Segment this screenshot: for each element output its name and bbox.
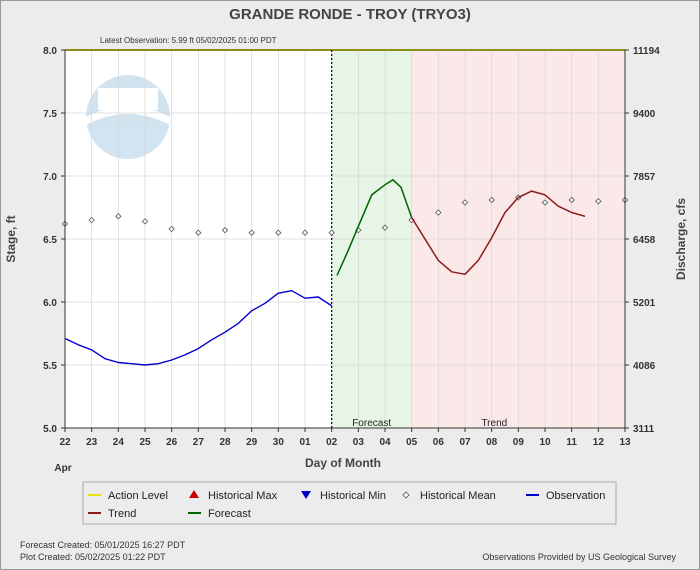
- y-tick-label: 5.0: [43, 424, 57, 435]
- legend-historical-mean-swatch: [402, 491, 410, 499]
- noaa-logo-band: [98, 88, 158, 110]
- plot-created-text: Plot Created: 05/02/2025 01:22 PDT: [20, 552, 166, 562]
- y2-tick-label: 9400: [633, 109, 656, 120]
- historical-mean-point: [488, 196, 495, 204]
- historical-mean-point: [221, 227, 229, 234]
- x-tick-label: 30: [273, 437, 285, 448]
- noaa-logo: [86, 75, 170, 159]
- x-tick-label: 08: [486, 437, 498, 448]
- historical-mean-point: [541, 199, 549, 206]
- historical-mean-point: [248, 229, 255, 236]
- historical-mean-point: [328, 229, 335, 236]
- region-label-forecast: Forecast: [352, 418, 391, 429]
- y2-tick-label: 6458: [633, 235, 656, 246]
- y-axis-label: Stage, ft: [4, 215, 18, 262]
- y-tick-label: 6.5: [43, 235, 57, 246]
- y2-tick-label: 7857: [633, 172, 656, 183]
- x-axis-label: Day of Month: [305, 456, 381, 470]
- x-tick-label: 25: [139, 437, 151, 448]
- x-tick-label: 28: [219, 437, 231, 448]
- x-tick-label: 07: [459, 437, 471, 448]
- latest-observation-text: Latest Observation: 5.99 ft 05/02/2025 0…: [100, 36, 277, 45]
- x-tick-label: 11: [566, 437, 577, 448]
- y2-tick-label: 5201: [633, 298, 656, 309]
- noaa-logo-disc: [86, 75, 170, 159]
- x-tick-label: 26: [166, 437, 178, 448]
- historical-mean-point: [381, 224, 389, 231]
- y2-tick-label: 11194: [633, 46, 660, 57]
- historical-mean-point: [115, 213, 122, 220]
- historical-mean-point: [195, 229, 202, 236]
- legend-trend-label: Trend: [108, 508, 136, 520]
- series-forecast-line: [336, 179, 413, 276]
- x-tick-label: 02: [326, 437, 338, 448]
- x-tick-label: 06: [433, 437, 445, 448]
- x-tick-label: 01: [299, 437, 311, 448]
- attribution-text: Observations Provided by US Geological S…: [482, 552, 676, 562]
- y2-tick-label: 4086: [633, 361, 656, 372]
- historical-mean-point: [461, 199, 469, 206]
- y2-axis-label: Discharge, cfs: [674, 198, 688, 280]
- historical-mean-point: [595, 198, 602, 205]
- legend-historical-mean-label: Historical Mean: [420, 490, 496, 502]
- x-tick-label: 22: [59, 437, 71, 448]
- historical-mean-point: [568, 196, 575, 204]
- y-tick-label: 7.0: [43, 172, 57, 183]
- legend-forecast-label: Forecast: [208, 508, 251, 520]
- series-observation-line: [64, 290, 333, 366]
- historical-mean-point: [141, 218, 149, 225]
- historical-mean-point: [88, 216, 95, 224]
- x-tick-label: 23: [86, 437, 98, 448]
- y-tick-label: 5.5: [43, 361, 57, 372]
- series-trend-line: [411, 190, 586, 276]
- x-tick-label: 04: [379, 437, 391, 448]
- x-tick-label: 29: [246, 437, 258, 448]
- x-tick-label: 09: [513, 437, 525, 448]
- forecast-created-text: Forecast Created: 05/01/2025 16:27 PDT: [20, 540, 186, 550]
- x-tick-label: 05: [406, 437, 418, 448]
- legend-historical-min-swatch: [301, 491, 311, 499]
- legend-historical-max-label: Historical Max: [208, 490, 278, 502]
- y-tick-label: 8.0: [43, 46, 57, 57]
- x-tick-label: 03: [353, 437, 365, 448]
- legend-historical-max-swatch: [189, 490, 199, 498]
- x-tick-label: 10: [539, 437, 551, 448]
- x-tick-label: 24: [113, 437, 125, 448]
- historical-mean-point: [275, 229, 282, 236]
- legend-action-level-label: Action Level: [108, 490, 168, 502]
- y-tick-label: 6.0: [43, 298, 57, 309]
- legend-observation-label: Observation: [546, 490, 605, 502]
- y2-tick-label: 3111: [633, 424, 655, 435]
- noaa-logo-wave: [86, 106, 170, 125]
- x-tick-label: 12: [593, 437, 605, 448]
- region-label-trend: Trend: [481, 418, 507, 429]
- y-tick-label: 7.5: [43, 109, 57, 120]
- month-label: Apr: [54, 463, 71, 474]
- legend-box: [82, 481, 617, 525]
- x-tick-label: 13: [619, 437, 631, 448]
- chart-title: GRANDE RONDE - TROY (TRYO3): [229, 6, 471, 23]
- legend-historical-min-label: Historical Min: [320, 490, 386, 502]
- historical-mean-point: [168, 225, 175, 233]
- historical-mean-point: [435, 209, 442, 216]
- historical-mean-point: [301, 229, 309, 236]
- x-tick-label: 27: [193, 437, 205, 448]
